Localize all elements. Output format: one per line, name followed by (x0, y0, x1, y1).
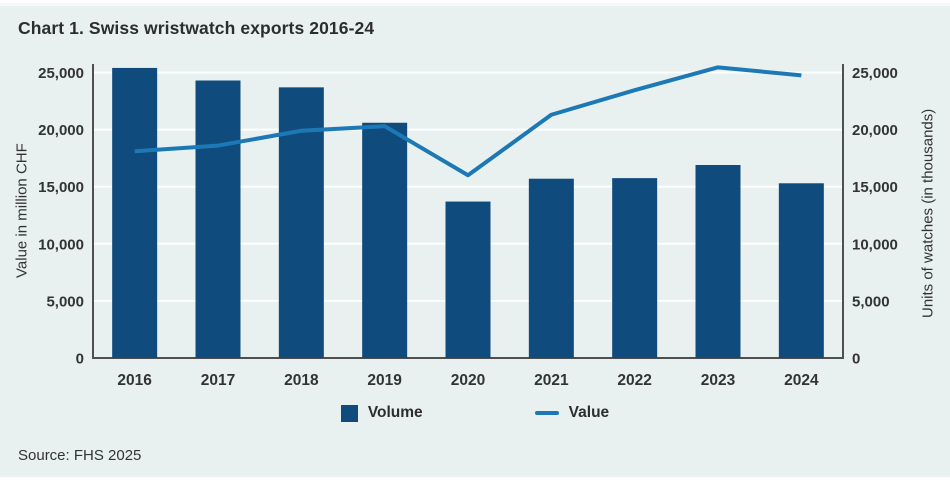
chart-plot: 0 0 5,000 5,000 10,000 10,000 15,000 15,000 20,0… (38, 64, 898, 389)
y-tick-label-right: 25,000 (852, 65, 898, 82)
value-line (134, 65, 802, 178)
x-tick-label: 2017 (201, 372, 235, 389)
y-axis-title-right: Units of watches (in thousands) (919, 108, 937, 319)
volume-swatch-icon (340, 404, 358, 422)
source-note: Source: FHS 2025 (18, 447, 142, 464)
x-tick-label: 2023 (701, 372, 736, 389)
legend-label-volume: Volume (367, 404, 423, 421)
y-tick-label-left: 0 (76, 351, 84, 368)
legend-item-value: Value (534, 404, 610, 422)
y-axis-title-left: Value in million CHF (13, 143, 31, 279)
y-tick-label-right: 15,000 (852, 179, 898, 196)
y-tick-label-right: 10,000 (852, 236, 898, 253)
x-tick-label: 2020 (451, 372, 485, 389)
legend: Volume Value (0, 404, 950, 422)
legend-item-volume: Volume (340, 404, 423, 422)
y-tick-label-left: 25,000 (38, 65, 84, 82)
y-tick-label-right: 20,000 (852, 122, 898, 139)
volume-bar-2017 (195, 80, 241, 358)
chart-card: Chart 1. Swiss wristwatch exports 2016-2… (0, 3, 950, 477)
y-tick-label-left: 15,000 (38, 179, 84, 196)
volume-bar-2023 (695, 165, 741, 358)
legend-label-value: Value (568, 404, 610, 421)
x-tick-label: 2024 (784, 372, 819, 389)
x-tick-label: 2018 (284, 372, 319, 389)
value-swatch-icon (534, 411, 559, 415)
volume-bar-2024 (778, 183, 824, 358)
chart-title: Chart 1. Swiss wristwatch exports 2016-2… (18, 18, 375, 38)
volume-bar-2022 (612, 178, 658, 358)
volume-bar-2020 (445, 201, 491, 358)
x-tick-label: 2022 (617, 372, 651, 389)
y-tick-label-left: 10,000 (38, 236, 84, 253)
x-tick-label: 2021 (534, 372, 569, 389)
volume-bar-2016 (112, 67, 158, 358)
y-tick-label-left: 5,000 (46, 293, 84, 310)
y-tick-label-right: 0 (852, 351, 860, 368)
x-tick-label: 2016 (117, 372, 152, 389)
volume-bar-2019 (362, 122, 408, 358)
y-tick-label-right: 5,000 (852, 293, 890, 310)
y-tick-label-left: 20,000 (38, 122, 84, 139)
x-tick-label: 2019 (367, 372, 402, 389)
volume-bar-2021 (528, 178, 574, 358)
